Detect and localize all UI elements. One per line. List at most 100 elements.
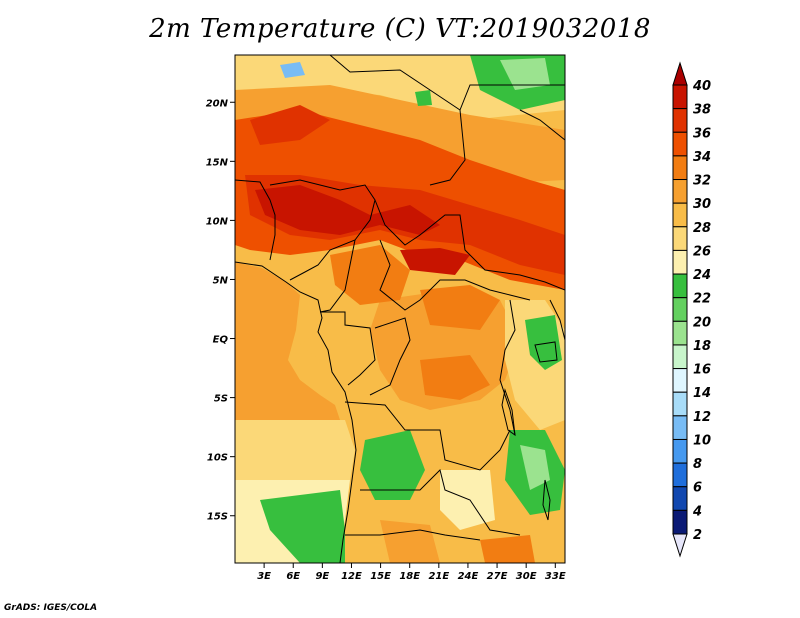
border-east-2	[549, 299, 565, 341]
colorbar-label: 26	[693, 244, 711, 259]
lon-tick-label: 6E	[286, 571, 300, 582]
lake-tanganyika	[501, 388, 516, 437]
east-highlands-22-region	[525, 315, 562, 370]
cameroon-32-region	[330, 245, 410, 305]
colorbar-swatch	[672, 273, 688, 299]
border-car	[379, 239, 531, 311]
colorbar-swatch	[672, 415, 688, 440]
colorbar: 40 38 36 34 32 30 28 26 24 22 20 18 16 14 12 10 8 6 4 2	[672, 61, 711, 558]
border-drc-south	[344, 401, 511, 471]
northeast-20-region	[500, 58, 550, 90]
lat-tick-label: 5N	[213, 275, 229, 286]
map-frame	[234, 54, 566, 564]
colorbar-label: 36	[693, 126, 711, 141]
border-sudan	[459, 84, 565, 111]
colorbar-swatch	[672, 249, 688, 275]
colorbar-swatch	[672, 438, 688, 464]
north-22-patch	[415, 90, 432, 106]
angola-22-region	[360, 430, 425, 500]
congo-32-region	[420, 285, 500, 330]
north-36-region	[250, 105, 330, 145]
colorbar-swatch	[672, 344, 688, 370]
colorbar-swatch	[672, 155, 688, 181]
colorbar-swatch	[672, 202, 688, 228]
colorbar-label: 8	[693, 457, 702, 472]
lon-tick-label: 33E	[545, 571, 566, 582]
sahel-38-region	[255, 185, 440, 235]
border-ne	[519, 109, 565, 141]
border-chad	[374, 199, 565, 291]
colorbar-label: 40	[692, 79, 711, 94]
colorbar-label: 38	[693, 103, 711, 118]
lat-tick-label: 10S	[207, 453, 228, 464]
colorbar-label: 30	[693, 197, 711, 212]
lon-tick-label: 27E	[487, 571, 508, 582]
colorbar-swatch	[672, 391, 688, 417]
colorbar-label: 16	[693, 363, 711, 378]
ocean-30-region	[235, 262, 340, 420]
lon-tick-label: 30E	[516, 571, 537, 582]
colorbar-label: 32	[693, 174, 711, 189]
lon-tick-label: 15E	[370, 571, 391, 582]
southeast-20-region	[520, 445, 550, 490]
border-east	[499, 299, 516, 436]
border-angola	[360, 469, 521, 536]
longitude-axis: 3E 6E 9E 12E 15E 18E 21E 24E 27E 30E 33E	[257, 563, 566, 582]
colorbar-label: 4	[692, 504, 702, 519]
ocean-22-region	[260, 490, 345, 563]
colorbar-swatch	[672, 368, 688, 393]
zambia-24-region	[440, 470, 495, 530]
north-14-patch	[280, 62, 305, 78]
lon-tick-label: 12E	[341, 571, 362, 582]
colorbar-label: 10	[693, 433, 711, 448]
border-west-2	[235, 179, 276, 261]
lat-tick-label: EQ	[213, 335, 229, 346]
colorbar-swatch	[672, 226, 688, 251]
boundaries	[235, 55, 565, 563]
border-namibia	[345, 529, 481, 541]
colorbar-top-arrow	[672, 61, 688, 86]
lon-tick-label: 21E	[428, 571, 449, 582]
latitude-axis: 20N 15N 10N 5N EQ 5S 10S 15S	[206, 98, 235, 523]
colorbar-swatch	[672, 509, 688, 535]
colorbar-bottom-arrow	[672, 533, 688, 558]
colorbar-label: 34	[693, 150, 711, 165]
colorbar-label: 24	[693, 268, 711, 283]
lake-malawi	[542, 479, 551, 521]
border-cameroon	[319, 239, 356, 313]
colorbar-label: 12	[693, 410, 711, 425]
colorbar-label: 2	[693, 528, 702, 543]
map-title: 2m Temperature (C) VT:2019032018	[149, 14, 651, 44]
colorbar-swatch	[672, 462, 688, 488]
southeast-32-region	[480, 535, 535, 563]
border-congo	[369, 317, 411, 396]
lon-tick-label: 3E	[257, 571, 271, 582]
lon-tick-label: 24E	[458, 571, 479, 582]
colorbar-swatch	[672, 320, 688, 346]
lake-victoria	[534, 341, 558, 363]
colorbar-swatch	[672, 131, 688, 157]
lon-tick-label: 9E	[315, 571, 329, 582]
grads-credit: GrADS: IGES/COLA	[4, 603, 98, 613]
ocean-26-region	[235, 420, 355, 480]
colorbar-label: 20	[693, 315, 711, 330]
colorbar-swatch	[672, 297, 688, 322]
lat-tick-label: 20N	[206, 98, 229, 109]
colorbar-label: 18	[693, 339, 711, 354]
congo-south-32-region	[420, 355, 490, 400]
border-nigeria	[269, 179, 376, 281]
lat-tick-label: 15S	[207, 512, 228, 523]
sahel-38-east-region	[400, 248, 470, 275]
colorbar-swatch	[672, 108, 688, 133]
temperature-field	[235, 55, 565, 563]
colorbar-label: 14	[693, 386, 711, 401]
colorbar-swatch	[672, 486, 688, 511]
lat-tick-label: 10N	[206, 216, 229, 227]
colorbar-swatch	[672, 84, 688, 110]
colorbar-label: 28	[693, 221, 711, 236]
lon-tick-label: 18E	[399, 571, 420, 582]
lat-tick-label: 5S	[214, 394, 228, 405]
colorbar-label: 6	[693, 481, 702, 496]
border-gabon	[320, 311, 376, 386]
